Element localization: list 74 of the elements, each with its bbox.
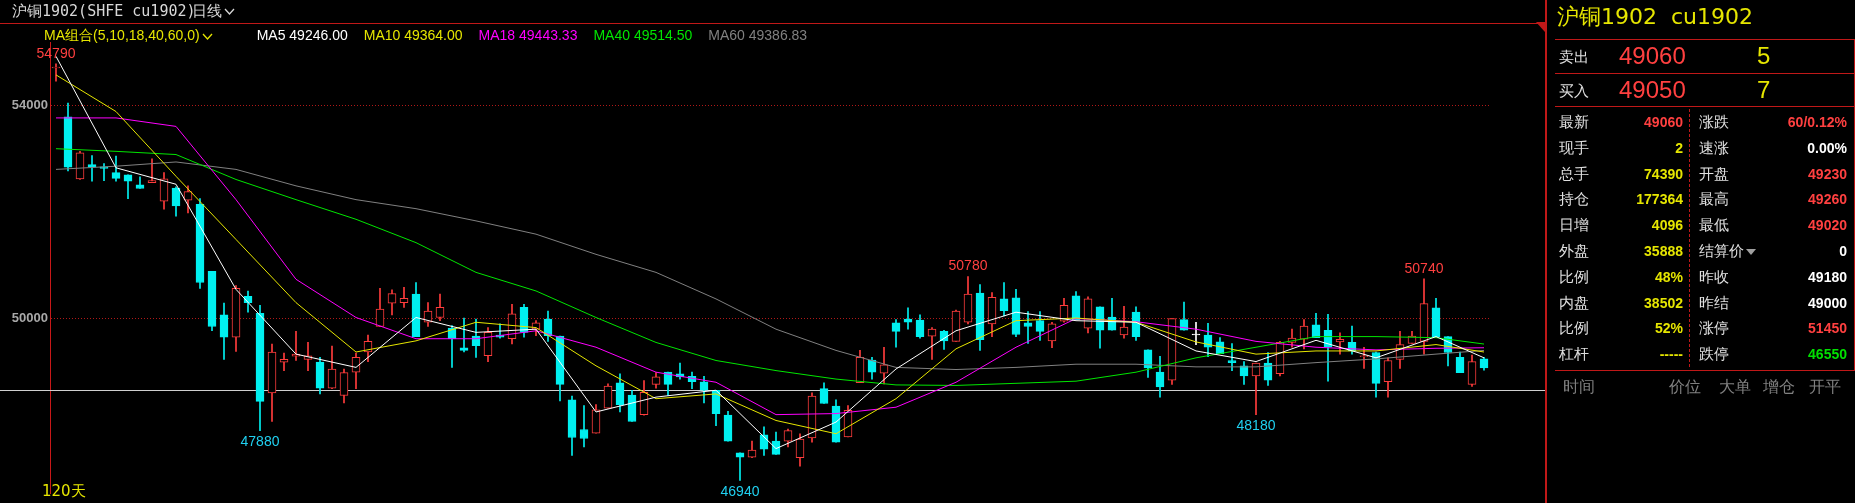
text: 177364 bbox=[1636, 191, 1683, 208]
candlestick bbox=[147, 158, 157, 183]
text: 比例 bbox=[1559, 319, 1589, 339]
text: 沪铜1902 cu1902 bbox=[1557, 3, 1754, 31]
text: 卖出 bbox=[1559, 48, 1589, 67]
text: 5 bbox=[1757, 42, 1771, 70]
text: 49060 bbox=[1644, 114, 1683, 130]
text: 4096 bbox=[1651, 217, 1683, 234]
candlestick bbox=[459, 317, 469, 353]
text: 48% bbox=[1654, 268, 1683, 285]
text: 60/0.12% bbox=[1787, 114, 1847, 130]
text: 49230 bbox=[1808, 165, 1847, 182]
text: 74390 bbox=[1644, 165, 1683, 182]
text: 49060 bbox=[1619, 42, 1686, 70]
y-tick-label: 50000 bbox=[11, 309, 48, 325]
text: 最高 bbox=[1699, 190, 1729, 209]
text: 49180 bbox=[1808, 268, 1847, 285]
text: 结算价 bbox=[1699, 242, 1744, 260]
text: 涨跌 bbox=[1699, 113, 1729, 131]
text: 0.00% bbox=[1807, 139, 1847, 156]
text: 52% bbox=[1654, 320, 1683, 337]
text: MA10 49364.00 bbox=[363, 27, 463, 43]
text: MA18 49443.33 bbox=[478, 27, 578, 43]
text: MA60 49386.83 bbox=[708, 27, 808, 43]
text: 最新 bbox=[1559, 113, 1589, 132]
text: 大单 bbox=[1719, 377, 1751, 398]
text: MA5 49246.00 bbox=[256, 27, 348, 43]
text: 38502 bbox=[1644, 294, 1683, 311]
text: 35888 bbox=[1644, 243, 1683, 259]
annotation: 120天 bbox=[42, 482, 86, 501]
text: 涨停 bbox=[1699, 319, 1729, 338]
text: MA40 49514.50 bbox=[593, 27, 693, 43]
text: 日增 bbox=[1559, 216, 1589, 236]
annotation: 50780 bbox=[948, 257, 988, 274]
annotation: 50740 bbox=[1404, 259, 1444, 276]
text: 49020 bbox=[1808, 217, 1847, 234]
text: 昨结 bbox=[1699, 293, 1729, 312]
text: 时间 bbox=[1563, 377, 1595, 398]
text: 0 bbox=[1839, 243, 1847, 259]
text: 买入 bbox=[1559, 82, 1589, 101]
annotation: 47880 bbox=[240, 433, 280, 450]
candlestick bbox=[1191, 321, 1201, 345]
text: 跌停 bbox=[1699, 345, 1729, 364]
text: 46550 bbox=[1808, 346, 1847, 363]
text: 总手 bbox=[1559, 164, 1589, 184]
text: 内盘 bbox=[1559, 293, 1589, 313]
candlestick bbox=[51, 63, 61, 82]
text: 价位 bbox=[1669, 377, 1701, 398]
text: 49050 bbox=[1619, 76, 1686, 104]
candlestick bbox=[903, 307, 913, 330]
legend-title: MA组合(5,10,18,40,60,0) bbox=[44, 27, 200, 43]
text: 比例 bbox=[1559, 267, 1589, 287]
text: 速涨 bbox=[1699, 138, 1729, 157]
text: 增仓 bbox=[1763, 377, 1795, 398]
text: 持仓 bbox=[1559, 190, 1589, 210]
annotation: 46940 bbox=[720, 483, 760, 500]
text: 开平 bbox=[1809, 377, 1841, 398]
text: 现手 bbox=[1559, 138, 1589, 158]
annotation: 48180 bbox=[1236, 417, 1276, 434]
candlestick bbox=[399, 286, 409, 308]
chart-subtitle: 日线 bbox=[192, 2, 222, 20]
text: 51450 bbox=[1808, 320, 1847, 337]
text: 2 bbox=[1675, 139, 1683, 156]
text: 外盘 bbox=[1559, 242, 1589, 261]
text: 49260 bbox=[1808, 191, 1847, 208]
candlestick bbox=[579, 405, 589, 448]
text: 7 bbox=[1757, 76, 1771, 104]
text: ----- bbox=[1659, 346, 1683, 363]
text: 昨收 bbox=[1699, 267, 1729, 286]
text: 最低 bbox=[1699, 216, 1729, 235]
text: 开盘 bbox=[1699, 164, 1729, 183]
y-tick-label: 54000 bbox=[11, 97, 48, 113]
text: 49000 bbox=[1808, 294, 1847, 311]
text: 杠杆 bbox=[1559, 345, 1589, 365]
